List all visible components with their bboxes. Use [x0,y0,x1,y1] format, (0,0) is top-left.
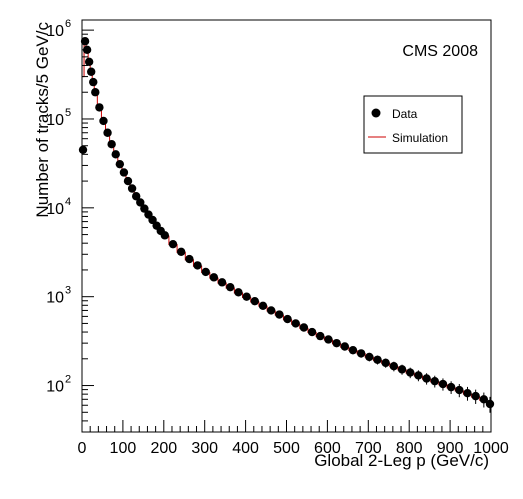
data-point [160,231,170,240]
data-point [422,374,431,383]
data-point [87,67,96,76]
data-point [99,116,108,126]
data-point [127,184,137,193]
data-point [78,145,88,154]
data-point [226,282,235,292]
data-point [389,362,399,371]
data-point [365,352,374,362]
data-point [131,192,141,201]
data-point [250,296,260,306]
x-tick-label: 1000 [473,440,509,457]
data-point [438,379,448,389]
data-point [406,368,415,377]
data-point [283,314,292,324]
legend-data-label: Data [392,107,418,121]
y-tick-exponent: 5 [65,107,71,119]
x-tick-label: 0 [78,440,87,457]
data-point [266,306,276,315]
data-point [485,399,495,409]
x-tick-label: 100 [110,440,137,457]
data-point [91,88,100,97]
data-point [107,140,116,149]
x-axis: 0 100 200 300 400 500 600 700 800 900 1000 [78,420,509,457]
data-point [430,376,439,386]
x-tick-label: 300 [191,440,218,457]
data-point [356,349,366,358]
data-point [291,319,300,328]
data-point [446,382,456,392]
data-point [340,342,349,351]
data-point [234,288,243,297]
data-point [217,278,227,287]
x-tick-label: 600 [314,440,341,457]
data-point [414,371,423,380]
y-tick-exponent: 2 [65,374,71,386]
x-tick-label: 900 [437,440,464,457]
data-point [242,292,251,301]
data-point [185,254,194,264]
data-point [348,345,358,355]
data-point [324,335,333,344]
data-point [455,385,464,395]
x-axis-label: Global 2-Leg p (GeV/c) [314,451,489,470]
data-point [140,204,149,213]
data-point [209,273,219,282]
y-tick-label: 10 [46,379,64,396]
data-point [176,247,186,257]
data-point [84,57,94,67]
experiment-label: CMS 2008 [402,43,478,60]
data-point [89,77,98,87]
data-point [316,331,325,341]
legend-box [363,95,463,154]
data-point [95,103,104,112]
x-tick-label: 700 [355,440,382,457]
data-point [258,301,268,310]
x-tick-label: 500 [273,440,300,457]
data-point [115,159,125,169]
legend: Data Simulation [363,95,463,154]
data-point [381,358,390,368]
data-point [123,176,133,186]
data-point [463,388,472,398]
x-tick-label: 400 [232,440,259,457]
data-point [397,365,407,374]
y-tick-label: 10 [46,290,64,307]
data-point [332,338,341,348]
data-point [193,261,202,270]
data-point [373,355,382,364]
data-point [471,391,480,401]
y-tick-label: 10 [46,112,64,129]
data-point [119,168,129,177]
x-tick-label: 800 [396,440,423,457]
y-tick-exponent: 6 [65,18,71,30]
y-tick-exponent: 4 [65,196,71,208]
legend-data-marker [371,108,381,118]
data-point [168,239,178,249]
data-point [307,327,317,337]
data-series [78,37,495,413]
data-point [275,310,284,319]
y-axis-label: Number of tracks/5 GeV/c [33,22,52,218]
data-point [136,198,145,207]
data-point [299,323,309,332]
data-point [103,128,112,137]
data-point [111,150,120,159]
y-tick-exponent: 3 [65,285,71,297]
legend-simulation-label: Simulation [392,131,448,145]
data-point [201,267,210,277]
y-tick-label: 10 [46,23,64,40]
data-point [479,395,489,404]
x-tick-label: 200 [150,440,177,457]
y-tick-label: 10 [46,201,64,218]
